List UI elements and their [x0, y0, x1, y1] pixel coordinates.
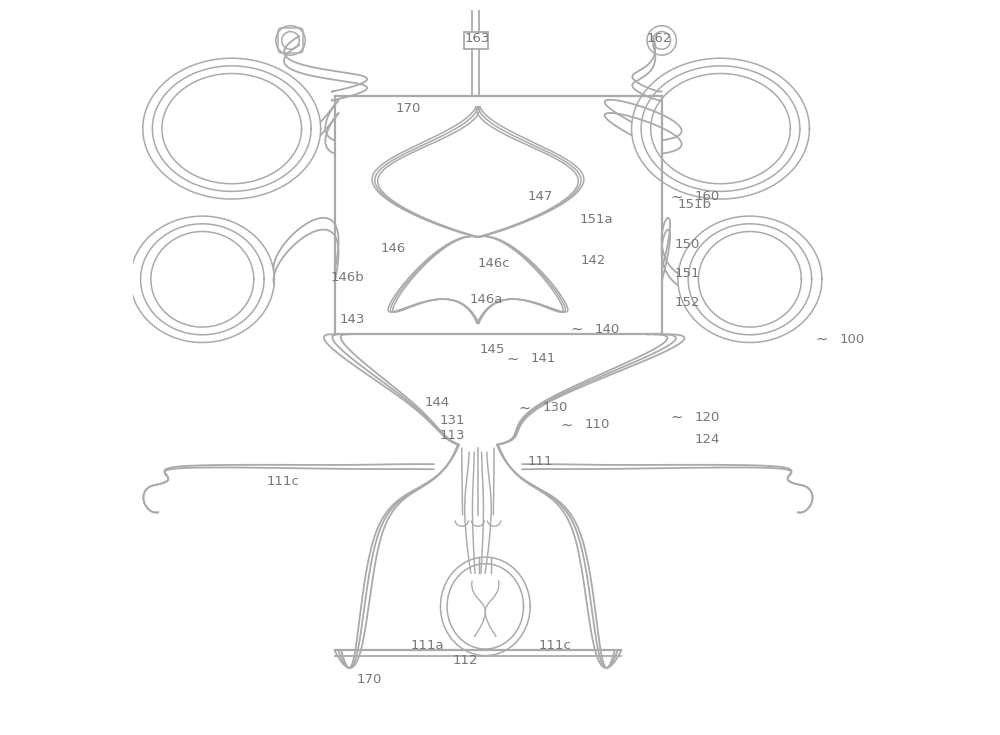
Text: 140: 140 — [594, 323, 619, 336]
Text: 144: 144 — [425, 396, 450, 409]
Text: 131: 131 — [440, 414, 465, 427]
Text: ∼: ∼ — [519, 401, 531, 415]
Text: ∼: ∼ — [816, 332, 828, 347]
Text: ∼: ∼ — [671, 190, 683, 204]
Text: 146a: 146a — [469, 293, 503, 306]
Text: 141: 141 — [531, 352, 556, 365]
Text: ∼: ∼ — [561, 417, 573, 432]
Text: 130: 130 — [543, 401, 568, 415]
Text: 120: 120 — [695, 411, 720, 424]
Text: 146b: 146b — [331, 271, 365, 284]
Text: 163: 163 — [465, 32, 490, 45]
Text: 151b: 151b — [678, 198, 712, 211]
Text: ∼: ∼ — [570, 322, 582, 337]
Text: 111c: 111c — [266, 475, 299, 488]
Text: 112: 112 — [452, 653, 478, 667]
Text: 146: 146 — [381, 242, 406, 255]
Text: 152: 152 — [675, 296, 700, 309]
Text: 160: 160 — [695, 190, 720, 204]
Text: 111a: 111a — [410, 639, 444, 652]
Text: 143: 143 — [340, 313, 365, 326]
Text: ∼: ∼ — [507, 351, 519, 366]
Text: 147: 147 — [528, 190, 553, 204]
Text: 110: 110 — [585, 418, 610, 431]
Text: 170: 170 — [396, 102, 421, 115]
Text: 146c: 146c — [478, 257, 511, 270]
Text: 150: 150 — [675, 237, 700, 251]
Text: 113: 113 — [440, 429, 465, 442]
Text: ∼: ∼ — [671, 410, 683, 425]
Text: 142: 142 — [581, 254, 606, 268]
Text: 162: 162 — [647, 32, 672, 45]
Text: 111: 111 — [528, 455, 553, 468]
Text: 151a: 151a — [579, 212, 613, 226]
Text: 124: 124 — [695, 433, 720, 446]
Text: 111c: 111c — [538, 639, 571, 652]
Text: 151: 151 — [675, 267, 700, 280]
Text: 100: 100 — [840, 333, 865, 346]
Text: 170: 170 — [357, 673, 382, 686]
Text: 145: 145 — [479, 343, 505, 356]
